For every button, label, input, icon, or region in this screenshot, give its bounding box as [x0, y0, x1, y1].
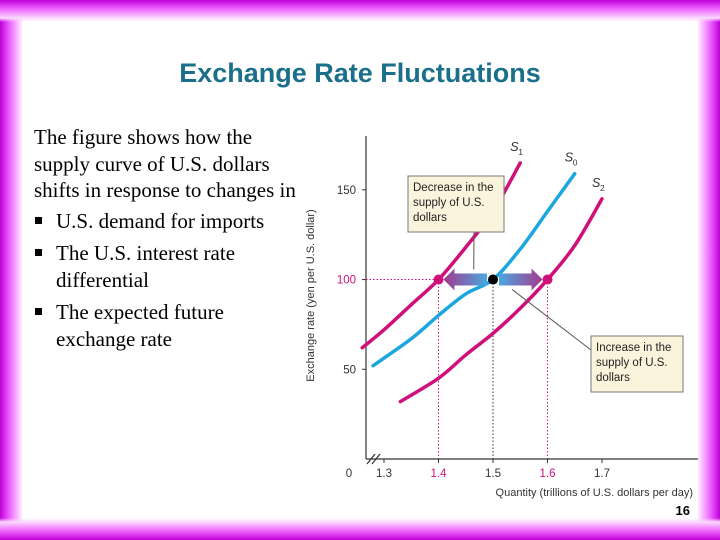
curve-label-s1: S: [510, 140, 519, 154]
shifted-point: [433, 274, 444, 285]
chart-svg: Exchange rate (yen per U.S. dollar) Quant…: [305, 136, 698, 499]
x-axis-label: Quantity (trillions of U.S. dollars per …: [496, 487, 693, 499]
slide-background: [22, 22, 698, 518]
decrease-annotation-box: [407, 175, 505, 233]
x-tick-label: 1.4: [431, 468, 448, 480]
slide-title: Exchange Rate Fluctuations: [179, 58, 541, 88]
bullet-item: U.S. demand for imports: [34, 208, 296, 235]
bullet-square-icon: [35, 216, 42, 224]
x-tick-label: 1.6: [540, 468, 556, 480]
axis-break-mark: [366, 453, 376, 465]
y-tick-label: 150: [337, 185, 356, 197]
supply-chart: Exchange rate (yen per U.S. dollar) Quant…: [296, 128, 706, 508]
x-tick-label: 1.7: [594, 468, 610, 480]
shift-right-arrow: [499, 268, 543, 291]
decrease-annotation-text: Decrease in the supply of U.S. dollars: [413, 182, 494, 224]
y-tick-label: 50: [343, 364, 356, 376]
curve-label-subscript: 0: [573, 158, 578, 168]
curve-label-subscript: 1: [518, 147, 523, 157]
x-tick-label: 1.3: [376, 468, 392, 480]
curve-label-s2: S: [592, 176, 601, 190]
equilibrium-point: [488, 274, 498, 285]
supply-curve-s0: [371, 171, 577, 368]
bullet-list: U.S. demand for imports The U.S. interes…: [34, 208, 296, 353]
shift-left-arrow: [443, 268, 487, 291]
curve-label-subscript: 2: [600, 183, 605, 193]
bullet-text: The expected future exchange rate: [56, 300, 224, 351]
y-tick-label: 100: [337, 275, 356, 287]
supply-curve-s2: [398, 197, 604, 404]
increase-annotation-box: [590, 335, 684, 393]
curve-label-s0: S: [565, 151, 574, 165]
bullet-text: U.S. demand for imports: [56, 208, 265, 233]
bullet-text: The U.S. interest rate differential: [56, 241, 236, 292]
intro-text: The figure shows how the supply curve of…: [34, 125, 296, 202]
x-tick-label: 0: [346, 468, 352, 480]
page-number: 16: [675, 503, 690, 518]
increase-annotation-leader: [511, 289, 592, 351]
shifted-point: [542, 274, 553, 285]
increase-annotation-text: Increase in the supply of U.S. dollars: [596, 342, 671, 384]
bullet-item: The U.S. interest rate differential: [34, 240, 296, 293]
axis-break-mark: [371, 453, 381, 465]
bullet-square-icon: [35, 308, 42, 315]
bullet-square-icon: [35, 249, 42, 256]
slide-body: The figure shows how the supply curve of…: [34, 124, 296, 358]
bullet-item: The expected future exchange rate: [34, 299, 296, 352]
x-tick-label: 1.5: [485, 468, 501, 480]
y-axis-label: Exchange rate (yen per U.S. dollar): [305, 209, 317, 381]
